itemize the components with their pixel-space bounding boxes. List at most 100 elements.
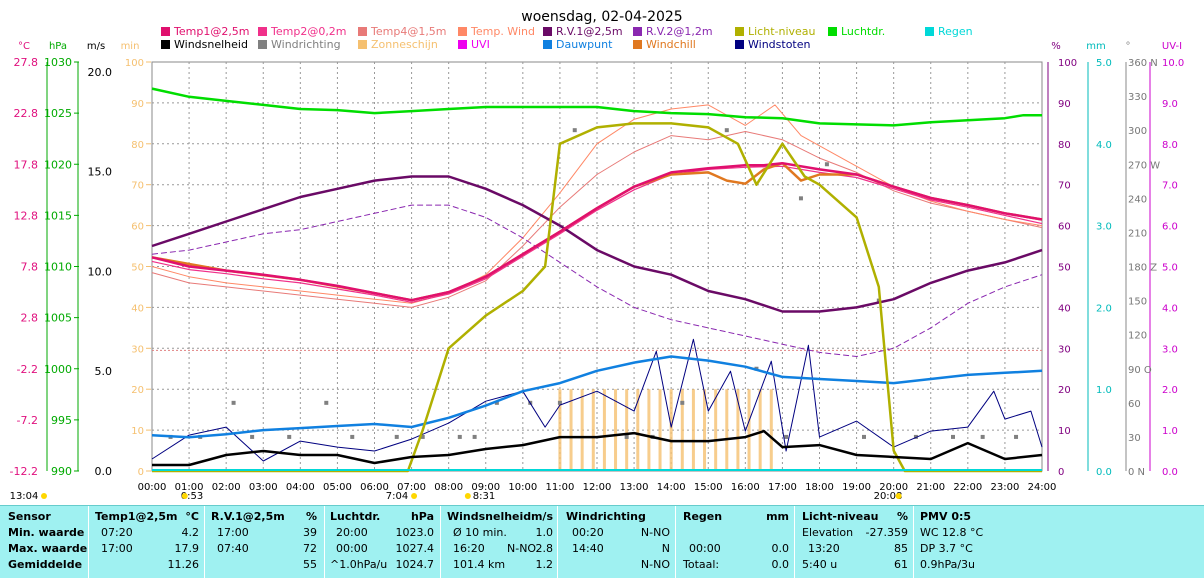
pmv-header: PMV 0:5 xyxy=(920,510,972,523)
series-line xyxy=(151,338,1043,462)
sun-marker xyxy=(411,493,418,499)
licht-unit: % xyxy=(896,510,908,523)
regen-column: Regen mm 00:00 0.0 Totaal: 0.0 xyxy=(683,509,791,575)
temp-max-value: 17.9 xyxy=(174,542,200,555)
min-axis-unit: min xyxy=(121,41,140,52)
legend-swatch xyxy=(543,27,552,36)
licht-column: Licht-niveau% Elevation -27.359 13:20 85 5… xyxy=(802,509,910,575)
wind-header: Windsnelheid xyxy=(447,510,532,523)
sunshine-bar xyxy=(625,389,629,471)
luchtdr-min-value: 1023.0 xyxy=(395,526,435,539)
rv-min-time: 17:00 xyxy=(217,526,249,539)
deg-axis-unit: ° xyxy=(1126,41,1131,52)
luchtdr-column: Luchtdr. hPa 20:00 1023.0 00:00 1027.4 ^1.0… xyxy=(330,509,436,575)
x-tick-label: 24:00 xyxy=(1028,482,1057,493)
min-tick-label: 90 xyxy=(131,99,144,110)
sun-time-label: 13:04 xyxy=(10,491,39,502)
wind-direction-point xyxy=(324,400,329,405)
temp-axis-unit: °C xyxy=(18,41,30,52)
uvi-tick-label: 10.0 xyxy=(1162,58,1184,69)
wind-max-time: 16:20 xyxy=(453,542,485,555)
mm-tick-label: 3.0 xyxy=(1096,222,1112,233)
temp-min-value: 4.2 xyxy=(181,526,200,539)
series-line xyxy=(151,204,1043,357)
sun-time-label: 8:31 xyxy=(473,491,495,502)
min-tick-label: 60 xyxy=(131,222,144,233)
legend-label: R.V.2@1,2m xyxy=(646,25,713,38)
weather-chart: woensdag, 02-04-2025 Temp1@2,5m Temp2@0,2… xyxy=(10,9,1185,502)
sunshine-bar xyxy=(703,389,707,471)
sun-marker xyxy=(41,493,47,499)
licht-elev-label: Elevation xyxy=(802,526,854,539)
uvi-tick-label: 9.0 xyxy=(1162,99,1178,110)
windr-min-value: N-NO xyxy=(640,526,670,539)
legend-swatch xyxy=(258,40,267,49)
rv-unit: % xyxy=(305,510,317,523)
temp-min-time: 07:20 xyxy=(101,526,133,539)
x-tick-label: 23:00 xyxy=(991,482,1020,493)
sunshine-bar xyxy=(658,389,662,471)
rv-header: R.V.1@2,5m xyxy=(211,510,285,523)
temp-avg-value: 11.26 xyxy=(167,558,200,571)
sunshine-bar xyxy=(602,389,606,471)
min-tick-label: 50 xyxy=(131,263,144,274)
x-tick-label: 13:00 xyxy=(620,482,649,493)
x-tick-label: 19:00 xyxy=(842,482,871,493)
wind-direction-point xyxy=(472,434,477,439)
sunshine-bar xyxy=(580,389,584,471)
ms-axis-unit: m/s xyxy=(87,41,105,52)
sunshine-bar xyxy=(647,389,651,471)
sunshine-bar xyxy=(714,389,718,471)
min-tick-label: 40 xyxy=(131,303,144,314)
x-tick-label: 17:00 xyxy=(768,482,797,493)
x-tick-label: 12:00 xyxy=(583,482,612,493)
sunshine-bar xyxy=(614,389,618,471)
sensor-header: Sensor xyxy=(8,510,51,523)
deg-tick-label: 270 W xyxy=(1128,160,1160,171)
rv-max-value: 72 xyxy=(303,542,317,555)
wind-direction-point xyxy=(624,434,629,439)
luchtdr-unit: hPa xyxy=(410,510,434,523)
licht-avg-value: 61 xyxy=(894,558,908,571)
min-tick-label: 80 xyxy=(131,140,144,151)
x-tick-label: 22:00 xyxy=(953,482,982,493)
rv-avg-value: 55 xyxy=(303,558,317,571)
legend-swatch xyxy=(633,40,642,49)
wind-direction-point xyxy=(420,434,425,439)
pct-tick-label: 70 xyxy=(1058,181,1071,192)
licht-sun-duration: 5:40 u xyxy=(802,558,838,571)
wind-direction-point xyxy=(287,434,292,439)
wind-max-value: 2.8 xyxy=(535,542,554,555)
hpa-tick-label: 990 xyxy=(51,465,72,478)
legend-label: Dauwpunt xyxy=(556,38,613,51)
series-line xyxy=(151,175,1043,313)
min-label: Min. waarde xyxy=(8,526,85,539)
temp-tick-label: -7.2 xyxy=(17,414,38,427)
legend-swatch xyxy=(358,27,367,36)
luchtdr-avg-value: 1024.7 xyxy=(395,558,435,571)
windr-avg-value: N-NO xyxy=(640,558,670,571)
wind-unit: m/s xyxy=(530,510,553,523)
pmv-column: PMV 0:5 WC 12.8 °C DP 3.7 °C 0.9hPa/3u xyxy=(920,509,1020,575)
hpa-tick-label: 1005 xyxy=(44,312,72,325)
min-tick-label: 10 xyxy=(131,426,144,437)
wind-direction-point xyxy=(824,162,829,167)
wind-direction-point xyxy=(784,434,789,439)
sunshine-bar xyxy=(691,389,695,471)
wind-avg10-value: 1.0 xyxy=(535,526,554,539)
x-tick-label: 08:00 xyxy=(434,482,463,493)
pmv-dewpoint: DP 3.7 °C xyxy=(920,542,973,555)
uvi-tick-label: 2.0 xyxy=(1162,385,1178,396)
sun-time-label: 0:53 xyxy=(181,491,203,502)
sunshine-bar xyxy=(636,389,640,471)
windr-header: Windrichting xyxy=(566,510,646,523)
temp-tick-label: 27.8 xyxy=(14,56,39,69)
hpa-tick-label: 1025 xyxy=(44,107,72,120)
mm-axis-unit: mm xyxy=(1086,41,1105,52)
sun-marker xyxy=(181,493,188,499)
mm-tick-label: 5.0 xyxy=(1096,58,1112,69)
legend-label: R.V.1@2,5m xyxy=(556,25,623,38)
windr-max-value: N xyxy=(661,542,670,555)
wind-direction-point xyxy=(724,128,729,133)
pct-tick-label: 10 xyxy=(1058,426,1071,437)
